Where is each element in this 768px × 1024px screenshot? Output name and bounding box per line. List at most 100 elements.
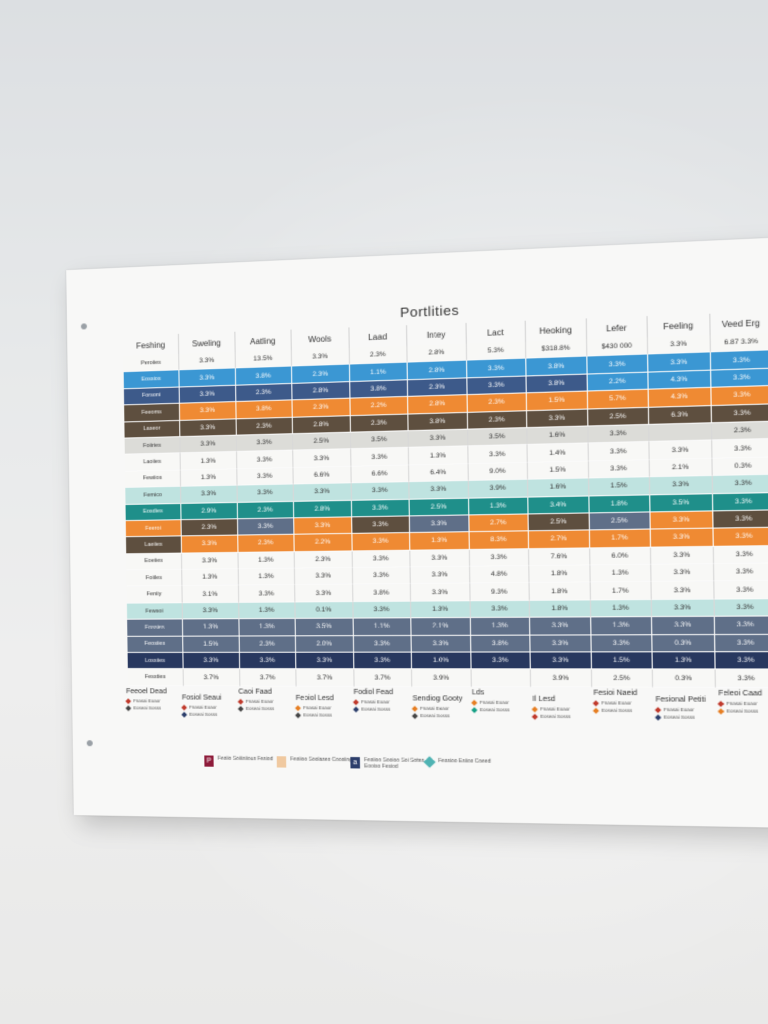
row-label: Foiiries (125, 437, 180, 455)
table-cell: 3.9% (412, 669, 471, 686)
table-cell: 3.3% (587, 424, 649, 443)
diamond-icon (295, 705, 301, 711)
table-cell: 3.3% (713, 563, 768, 581)
table-cell: 3.8% (470, 635, 530, 652)
table-cell: 0.3% (652, 634, 714, 652)
legend-entry-label: Fnasai Eoaor (303, 705, 331, 710)
legend-title: Feleoi Caad (718, 690, 768, 699)
column-header: Feshing (123, 334, 179, 356)
table-cell: 2.3% (350, 414, 408, 433)
legend-entry: Eoseai Sosss (533, 714, 589, 720)
table-cell: 3.3% (237, 518, 294, 536)
table-cell: 0.3% (652, 669, 715, 687)
table-cell: 2.2% (349, 397, 407, 416)
table-cell: 3.3% (649, 476, 711, 495)
table-cell: 6.3% (648, 405, 710, 424)
table-cell: 4.8% (469, 566, 529, 584)
key-swatch-icon: P (204, 755, 213, 766)
legend-entry-label: Eoseai Sosss (133, 705, 161, 710)
table-cell: 3.3% (293, 483, 351, 501)
legend-group: Caoi Faad Fnasai Eoaor Eoseai Sosss (238, 689, 290, 712)
diamond-icon (655, 706, 661, 712)
table-cell: 1.3% (238, 619, 295, 636)
table-cell: 3.8% (235, 400, 292, 418)
table-cell: 3.3% (180, 418, 236, 436)
table-cell: 3.3% (180, 435, 236, 453)
table-cell: 1.3% (410, 532, 469, 550)
legend-title: Feeoel Dead (126, 688, 177, 696)
legend-group: Il Lesd Fnasai Eoaor Eoseai Sosss (532, 696, 588, 720)
legend-entry: Fnasai Eoaor (354, 699, 407, 704)
legend-entry: Eoseai Sosss (296, 712, 349, 717)
legend-entry: Fnasai Eoaor (532, 706, 588, 712)
table-cell: 3.3% (650, 511, 712, 530)
table-cell: 3.3% (710, 350, 768, 370)
table-cell: 2.5% (292, 432, 350, 450)
diamond-icon (718, 708, 725, 714)
table-cell: 2.3% (181, 519, 237, 537)
key-swatch-icon (423, 756, 435, 768)
table-body: Peroiies 3.3% 13.5% 3.3% 2.3% 2.8% 5.3% $318.8%… (123, 333, 768, 687)
table-cell: 1.3% (237, 551, 294, 568)
row-label: Foiiles (126, 569, 181, 586)
table-cell: 9.0% (468, 462, 528, 480)
legend-group: Lds Fnasai Eoaor Eoseai Sosss (472, 689, 527, 712)
table-cell: 3.9% (530, 669, 591, 686)
table-cell: 1.5% (527, 461, 588, 480)
legend-group: Feeoel Dead Fnasai Eoaor Eoseai Sosss (126, 688, 177, 710)
diamond-icon (125, 698, 131, 704)
legend-title: Feoiol Lesd (296, 695, 349, 703)
table-cell: 3.5% (350, 431, 408, 449)
table-cell: 3.3% (236, 434, 293, 452)
table-cell: 3.3% (530, 652, 591, 669)
table-cell: 2.8% (292, 415, 350, 433)
legend-entry-label: Eoseai Sosss (727, 708, 759, 714)
table-cell: 3.3% (181, 485, 237, 503)
row-label: Eoeiies (126, 553, 181, 570)
table-cell: 3.3% (652, 617, 714, 635)
table-cell: 3.3% (351, 482, 409, 500)
table-cell: 3.3% (711, 439, 768, 458)
table-cell: 3.3% (294, 568, 352, 585)
table-cell: 2.8% (293, 500, 351, 518)
legend-entry-label: Eoseai Sosss (420, 713, 450, 718)
legend-title: Fesioi Naeid (593, 690, 649, 699)
legend-title: Fodiol Fead (354, 689, 408, 697)
table-cell: 3.3% (352, 550, 410, 568)
table-cell: 3.3% (650, 546, 712, 564)
table-cell: 1.3% (411, 601, 470, 618)
diamond-icon (655, 714, 661, 720)
table-cell: 3.3% (291, 348, 349, 366)
table-cell: 1.3% (238, 602, 295, 619)
row-label: Forsoni (124, 387, 179, 405)
table-cell: 3.3% (466, 359, 526, 378)
table-cell: 3.8% (408, 412, 467, 431)
table-cell: 3.1% (182, 585, 238, 602)
legend-entry-label: Eoseai Sosss (189, 712, 217, 717)
table-cell: 3.3% (294, 517, 352, 535)
table-cell: 3.3% (651, 599, 713, 617)
column-header: Lefer (586, 316, 648, 340)
table-cell: 1.3% (470, 617, 530, 634)
table-cell: 3.3% (351, 499, 409, 517)
table-cell: 2.3% (292, 398, 350, 417)
table-cell: 2.1% (411, 618, 470, 635)
table-cell: 2.3% (292, 364, 350, 383)
table-cell: 1.3% (468, 497, 528, 515)
key-item: a Fesiioo Sooioo Soi Sotes Eooiso Fesiod (350, 757, 428, 770)
diamond-icon (353, 699, 359, 705)
diamond-icon (471, 707, 477, 713)
table-cell: 3.3% (714, 616, 768, 634)
diamond-icon (126, 705, 132, 711)
column-header: Intey (407, 323, 466, 346)
table-cell: 2.0% (295, 635, 353, 652)
table-cell: 3.3% (239, 652, 296, 669)
table-cell: 3.3% (411, 635, 470, 652)
legend: Feeoel Dead Fnasai Eoaor Eoseai Sosss Fosio… (126, 688, 768, 755)
legend-entry-label: Fnasai Eoaor (664, 707, 695, 713)
table-cell: $318.8% (526, 340, 587, 359)
table-cell: 1.8% (588, 494, 650, 513)
table-row: Feosiies 1.5% 2.3% 2.0% 3.3% 3.3% 3.8% 3.3% 3.3%… (127, 634, 768, 653)
table-cell: 3.3% (648, 352, 710, 372)
legend-entry-label: Eoseai Sosss (602, 708, 633, 713)
